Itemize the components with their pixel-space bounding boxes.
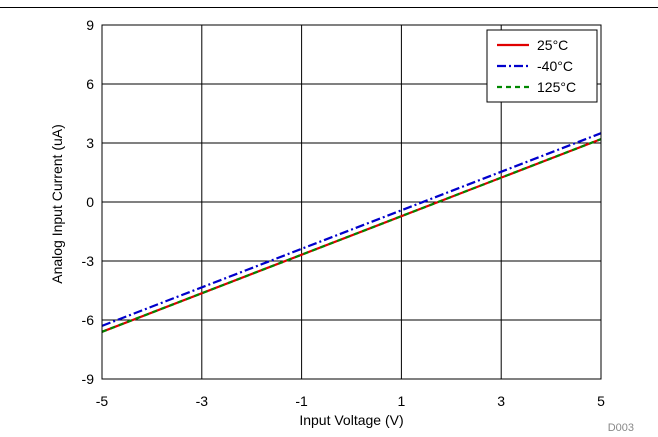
legend-label: 125°C xyxy=(537,79,576,95)
y-tick-label: 6 xyxy=(86,76,94,92)
x-tick-label: 5 xyxy=(597,393,605,409)
series-line-1 xyxy=(101,132,602,327)
top-rule xyxy=(0,7,658,8)
figure-id: D003 xyxy=(608,422,634,434)
y-axis-label: Analog Input Current (uA) xyxy=(49,124,65,284)
y-tick-labels: -9 -6 -3 0 3 6 9 xyxy=(82,17,95,387)
legend-label: -40°C xyxy=(537,58,573,74)
series-line-2 xyxy=(101,138,602,333)
x-tick-labels: -5 -3 -1 1 3 5 xyxy=(96,393,605,409)
x-tick-label: 1 xyxy=(398,393,406,409)
x-tick-label: 3 xyxy=(497,393,505,409)
y-tick-label: -6 xyxy=(82,312,95,328)
y-tick-label: -3 xyxy=(82,253,95,269)
legend-label: 25°C xyxy=(537,37,568,53)
y-tick-label: -9 xyxy=(82,371,95,387)
x-tick-label: -5 xyxy=(96,393,109,409)
x-axis-label: Input Voltage (V) xyxy=(299,412,403,428)
y-tick-label: 0 xyxy=(86,194,94,210)
legend: 25°C -40°C 125°C xyxy=(486,29,598,103)
series-group xyxy=(101,132,602,333)
y-tick-label: 9 xyxy=(86,17,94,33)
y-tick-label: 3 xyxy=(86,135,94,151)
plot-frame xyxy=(101,24,602,380)
x-tick-label: -1 xyxy=(295,393,308,409)
x-tick-label: -3 xyxy=(196,393,209,409)
